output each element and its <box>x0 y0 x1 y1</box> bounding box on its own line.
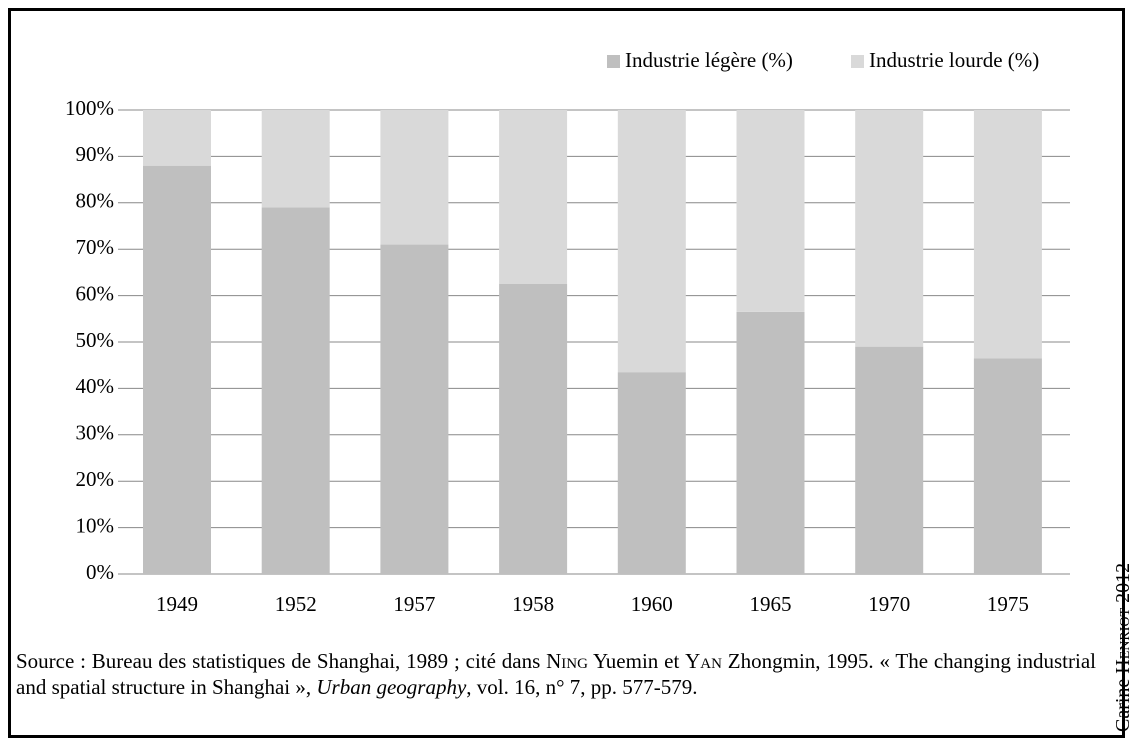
y-tick-label: 40% <box>76 374 115 398</box>
legend-label: Industrie lourde (%) <box>869 48 1039 72</box>
y-tick-label: 10% <box>76 513 115 537</box>
source-text: Ning <box>546 649 588 673</box>
bar-segment <box>973 358 1042 574</box>
bar-segment <box>143 165 211 574</box>
bar-segment <box>736 311 805 574</box>
source-text: , vol. 16, n° 7, pp. 577-579. <box>466 675 698 699</box>
bar-segment <box>736 110 805 312</box>
credit: Carine Henriot 2012 <box>1112 563 1133 732</box>
y-tick-label: 60% <box>76 281 115 305</box>
bar-segment <box>617 372 686 574</box>
legend-swatch <box>607 55 620 68</box>
y-tick-label: 20% <box>76 467 115 491</box>
bar-segment <box>973 110 1042 359</box>
y-tick-label: 50% <box>76 328 115 352</box>
bar-segment <box>261 207 330 574</box>
source-note: Source : Bureau des statistiques de Shan… <box>16 648 1096 700</box>
bar-segment <box>499 110 568 284</box>
y-tick-label: 30% <box>76 421 115 445</box>
credit-text: 2012 <box>1112 562 1133 608</box>
source-text: Yuemin et <box>587 649 686 673</box>
x-tick-label: 1970 <box>868 592 910 616</box>
y-tick-label: 100% <box>65 96 114 120</box>
credit-text: Henriot <box>1112 607 1133 674</box>
source-text: Urban geography <box>316 675 467 699</box>
bar-segment <box>380 244 449 574</box>
y-tick-label: 80% <box>76 189 115 213</box>
x-tick-label: 1957 <box>393 592 435 616</box>
x-tick-label: 1952 <box>275 592 317 616</box>
bar-segment <box>499 284 568 574</box>
y-tick-label: 0% <box>86 560 114 584</box>
legend-swatch <box>851 55 864 68</box>
credit-text: Carine <box>1112 673 1133 732</box>
x-tick-label: 1965 <box>750 592 792 616</box>
bar-segment <box>261 110 330 208</box>
y-tick-label: 90% <box>76 142 115 166</box>
source-text: Source : Bureau des statistiques de Shan… <box>16 649 547 673</box>
x-tick-label: 1949 <box>156 592 198 616</box>
source-text: Yan <box>685 649 722 673</box>
bar-segment <box>855 110 924 347</box>
y-tick-label: 70% <box>76 235 115 259</box>
legend-label: Industrie légère (%) <box>625 48 793 72</box>
source-text: Zhongmin, 1995. « The changing industria… <box>16 649 1096 699</box>
x-tick-label: 1958 <box>512 592 554 616</box>
bar-segment <box>617 110 686 373</box>
bar-segment <box>855 346 924 574</box>
bar-segment <box>143 110 211 166</box>
x-tick-label: 1960 <box>631 592 673 616</box>
bar-segment <box>380 110 449 245</box>
x-tick-label: 1975 <box>987 592 1029 616</box>
